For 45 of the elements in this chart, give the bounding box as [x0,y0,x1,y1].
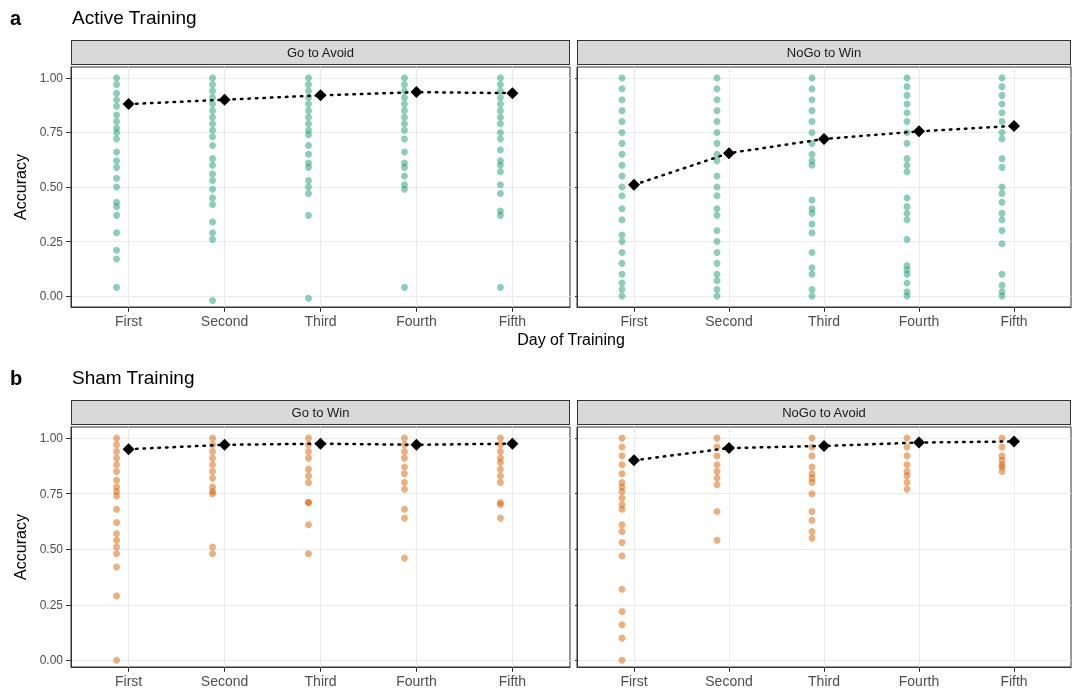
x-tick-label: First [114,673,143,689]
panel-header: Go to Avoid [71,40,570,65]
y-axis-title: Accuracy [12,514,30,580]
x-tick-label: Second [200,673,249,689]
y-tick-label: 1.00 [39,431,64,446]
y-tick-label: 0.00 [39,289,64,304]
x-tick-label: Third [304,313,337,329]
x-tick-label: Fourth [898,313,940,329]
y-tick-label: 0.25 [39,597,64,612]
panel-header: Go to Win [71,400,570,425]
x-tick-label: Second [200,313,249,329]
text: Active Training [72,7,197,29]
text: Sham Training [72,367,195,389]
y-tick-label: 0.25 [39,234,64,249]
x-tick-label: Fifth [1000,313,1028,329]
x-tick-label: Fourth [396,673,437,689]
x-tick-label: Fifth [498,673,527,689]
chart-title: Go to Avoid [287,45,354,60]
chart-title: NoGo to Avoid [782,405,866,420]
x-tick-label: First [114,313,143,329]
chart-title: NoGo to Win [786,45,862,60]
y-tick-label: 0.50 [39,180,64,194]
panel-header: NoGo to Win [577,40,1071,65]
y-axis-title: Accuracy [12,154,30,220]
chart-title: Go to Win [291,405,350,420]
x-tick-label: Fifth [1000,673,1028,689]
x-tick-label: Second [705,673,753,689]
y-tick-label: 0.00 [39,653,64,668]
x-tick-label: Third [304,673,337,689]
y-tick-label: 0.50 [39,542,64,557]
x-tick-label: Fifth [498,313,527,329]
x-axis-title: Day of Training [516,331,626,349]
y-tick-label: 0.75 [39,125,64,140]
x-tick-label: Third [808,313,840,329]
panel-header: NoGo to Avoid [577,400,1071,425]
x-tick-label: Fourth [898,673,940,689]
text: b [10,367,23,390]
y-tick-label: 0.75 [39,486,64,501]
x-tick-label: Fourth [396,313,437,329]
x-tick-label: Third [808,673,840,689]
x-tick-label: Second [705,313,753,329]
x-tick-label: First [620,313,648,329]
y-tick-label: 1.00 [39,70,64,85]
x-tick-label: First [620,673,648,689]
text: a [10,7,22,30]
